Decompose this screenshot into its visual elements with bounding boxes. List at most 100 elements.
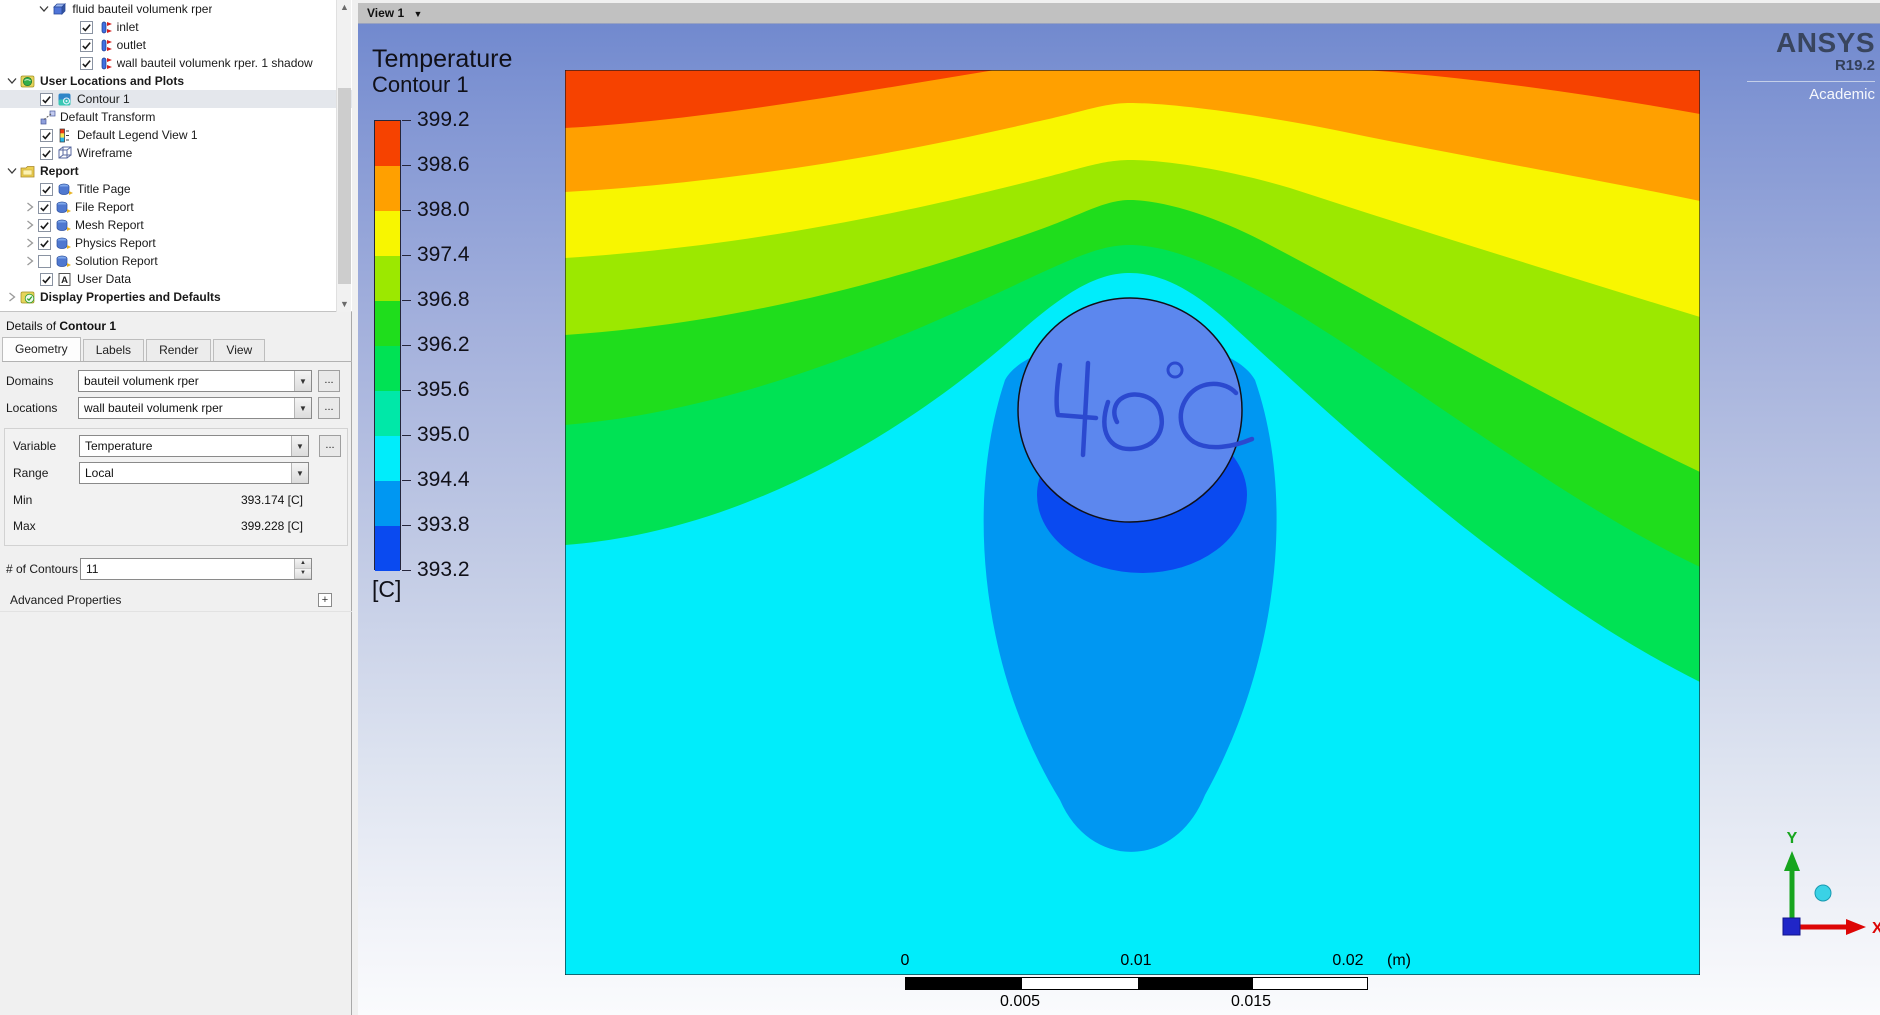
legend-tick xyxy=(402,525,411,526)
visibility-checkbox[interactable] xyxy=(38,200,51,214)
visibility-checkbox[interactable] xyxy=(40,272,53,286)
domains-label: Domains xyxy=(6,374,54,388)
tree-scrollbar[interactable]: ▲ ▼ xyxy=(336,0,351,312)
ruler-tick-0: 0 xyxy=(900,952,910,969)
ruler-tick-001: 0.01 xyxy=(1120,952,1152,969)
report-page-icon xyxy=(57,182,73,197)
orientation-triad[interactable]: Y X xyxy=(1770,825,1880,945)
visibility-checkbox[interactable] xyxy=(38,236,51,250)
visibility-checkbox[interactable] xyxy=(79,38,93,52)
variable-label: Variable xyxy=(13,439,57,453)
graphics-viewport[interactable]: View 1 ▼ Temperature Contour 1 399.2 398.… xyxy=(358,0,1880,1015)
tree-item[interactable]: A User Data xyxy=(0,270,352,288)
tree-item[interactable]: Physics Report xyxy=(0,234,352,252)
visibility-checkbox[interactable] xyxy=(38,254,51,268)
tree-item[interactable]: Solution Report xyxy=(0,252,352,270)
tree-item-label: inlet xyxy=(116,20,139,34)
tree-item-label: Title Page xyxy=(77,182,131,196)
variable-more-button[interactable]: ... xyxy=(319,435,341,457)
chevron-down-icon[interactable]: ▼ xyxy=(413,9,423,19)
user-locations-icon xyxy=(20,74,36,89)
x-arrowhead-icon xyxy=(1846,919,1866,935)
visibility-checkbox[interactable] xyxy=(40,182,53,196)
view-tab[interactable]: View 1 ▼ xyxy=(358,3,1880,24)
tree-item[interactable]: Mesh Report xyxy=(0,216,352,234)
tree-item-label: Physics Report xyxy=(75,236,156,250)
contour-plot[interactable] xyxy=(565,70,1700,975)
tree-item[interactable]: Display Properties and Defaults xyxy=(0,288,352,306)
chevron-down-icon[interactable]: ▼ xyxy=(291,463,308,483)
tree-item[interactable]: Default Transform xyxy=(0,108,352,126)
chevron-down-icon[interactable]: ▼ xyxy=(294,398,311,418)
tree-item[interactable]: Default Legend View 1 xyxy=(0,126,352,144)
scroll-up-icon[interactable]: ▲ xyxy=(340,2,349,12)
legend-tick xyxy=(402,345,411,346)
tree-item[interactable]: Contour 1 xyxy=(0,90,352,108)
tree-item[interactable]: User Locations and Plots xyxy=(0,72,352,90)
scrollbar-thumb[interactable] xyxy=(338,88,351,284)
tree-item[interactable]: File Report xyxy=(0,198,352,216)
chevron-right-icon[interactable] xyxy=(22,217,38,233)
tree-item[interactable]: outlet xyxy=(0,36,352,54)
locations-select[interactable]: wall bauteil volumenk rper ▼ xyxy=(78,397,312,419)
outline-tree[interactable]: fluid bauteil volumenk rper inlet outlet wa… xyxy=(0,0,352,312)
viewport-tab-strip xyxy=(358,0,1880,3)
visibility-checkbox[interactable] xyxy=(40,146,53,160)
chevron-right-icon[interactable] xyxy=(4,289,20,305)
visibility-checkbox[interactable] xyxy=(38,218,51,232)
tree-item-label: Default Transform xyxy=(60,110,156,124)
locations-more-button[interactable]: ... xyxy=(318,397,340,419)
tree-item[interactable]: Wireframe xyxy=(0,144,352,162)
expand-plus-icon[interactable]: + xyxy=(318,593,332,607)
visibility-checkbox[interactable] xyxy=(40,128,53,142)
tab-view[interactable]: View xyxy=(213,339,266,361)
contour-band-red xyxy=(565,70,1700,128)
max-row: Max 399.228 [C] xyxy=(5,513,347,539)
legend-band xyxy=(375,256,400,301)
range-select[interactable]: Local ▼ xyxy=(79,462,309,484)
visibility-checkbox[interactable] xyxy=(40,92,53,106)
annotation-disc[interactable] xyxy=(1017,297,1243,523)
spin-up-icon[interactable]: ▲ xyxy=(295,559,311,569)
tree-item[interactable]: inlet xyxy=(0,18,352,36)
y-axis-label: Y xyxy=(1787,830,1798,847)
chevron-right-icon[interactable] xyxy=(22,235,38,251)
chevron-down-icon[interactable] xyxy=(36,1,52,17)
domains-more-button[interactable]: ... xyxy=(318,370,340,392)
variable-select[interactable]: Temperature ▼ xyxy=(79,435,309,457)
chevron-down-icon[interactable]: ▼ xyxy=(294,371,311,391)
chevron-down-icon[interactable] xyxy=(4,73,20,89)
solid-region-icon xyxy=(52,2,68,17)
origin-cube-icon xyxy=(1782,917,1801,936)
domains-select[interactable]: bauteil volumenk rper ▼ xyxy=(78,370,312,392)
tree-item[interactable]: Title Page xyxy=(0,180,352,198)
contours-stepper[interactable]: 11 ▲ ▼ xyxy=(80,558,312,580)
chevron-right-icon[interactable] xyxy=(22,253,38,269)
spin-down-icon[interactable]: ▼ xyxy=(295,569,311,579)
tree-item-label: User Data xyxy=(77,272,132,286)
visibility-checkbox[interactable] xyxy=(79,56,93,70)
ruler-segment xyxy=(1137,978,1254,989)
tree-item[interactable]: wall bauteil volumenk rper. 1 shadow xyxy=(0,54,352,72)
advanced-label: Advanced Properties xyxy=(10,593,122,607)
legend-band xyxy=(375,166,400,211)
tree-item[interactable]: Report xyxy=(0,162,352,180)
legend-tick xyxy=(402,120,411,121)
tab-labels[interactable]: Labels xyxy=(82,339,145,361)
legend-band xyxy=(375,391,400,436)
boundary-icon xyxy=(97,20,113,35)
legend-tick-label: 393.2 xyxy=(417,558,470,581)
z-axis-ball-icon xyxy=(1814,884,1832,902)
range-group: Variable Temperature ▼ ... Range Local ▼… xyxy=(4,428,348,546)
tab-geometry[interactable]: Geometry xyxy=(2,337,81,361)
legend-tick-label: 395.0 xyxy=(417,423,470,446)
chevron-down-icon[interactable]: ▼ xyxy=(291,436,308,456)
chevron-right-icon[interactable] xyxy=(22,199,38,215)
tree-item[interactable]: fluid bauteil volumenk rper xyxy=(0,0,352,18)
visibility-checkbox[interactable] xyxy=(79,20,93,34)
scroll-down-icon[interactable]: ▼ xyxy=(340,299,349,309)
legend-tick xyxy=(402,210,411,211)
tab-render[interactable]: Render xyxy=(146,339,212,361)
chevron-down-icon[interactable] xyxy=(4,163,20,179)
